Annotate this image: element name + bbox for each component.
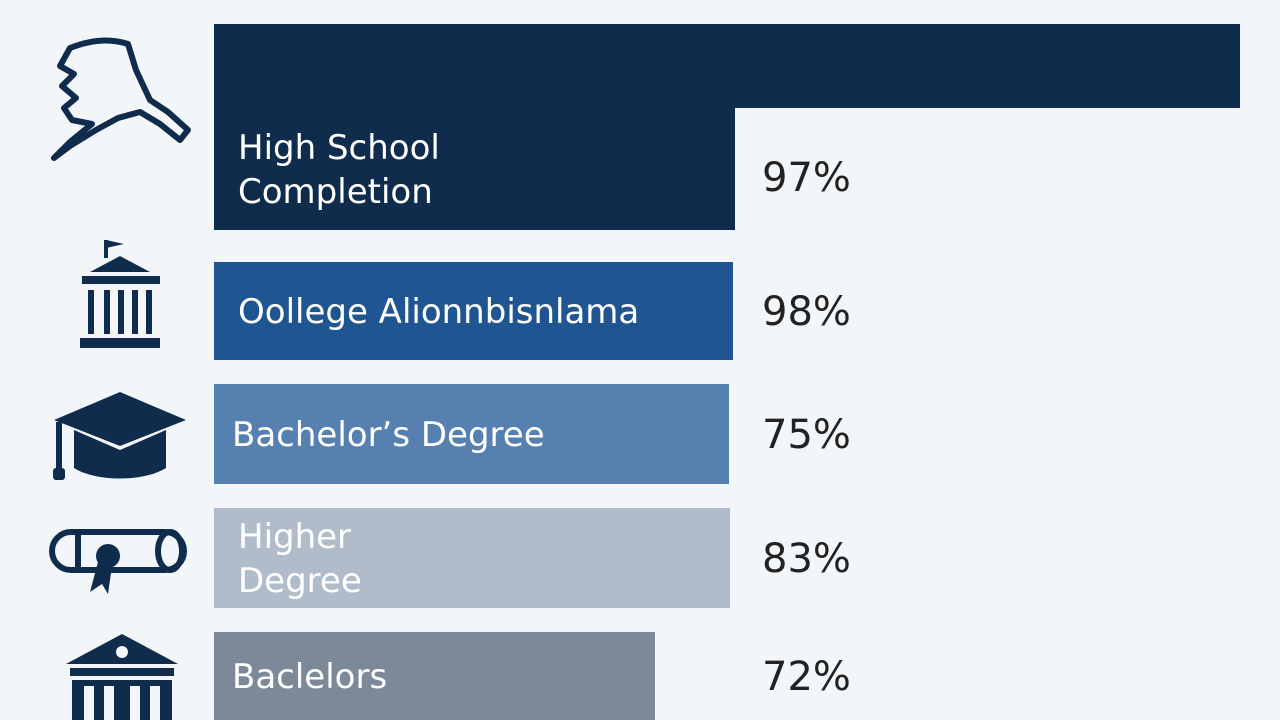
- bar-label-2: Bachelor’s Degree: [232, 415, 545, 455]
- bar-label-line: Degree: [238, 561, 362, 601]
- diploma-scroll-icon: [49, 529, 187, 594]
- graduation-cap-icon: [53, 392, 186, 480]
- bar-4: [214, 632, 655, 720]
- bars-layer: High School Completion 97% Oollege Alionnbi…: [214, 24, 1240, 720]
- capitol-building-icon: [80, 240, 160, 348]
- value-label-0: 97%: [762, 155, 851, 201]
- header-bar: [214, 24, 1240, 108]
- bar-label-line: Baclelors: [232, 657, 387, 697]
- bar-label-line: High School: [238, 128, 440, 168]
- value-label-3: 83%: [762, 536, 851, 582]
- bar-1: [214, 262, 733, 360]
- bar-label-line: Oollege Alionnbisnlama: [238, 292, 639, 332]
- value-label-1: 98%: [762, 289, 851, 335]
- bar-0: [214, 108, 735, 230]
- bar-label-line: Completion: [238, 172, 433, 212]
- bar-label-4: Baclelors: [232, 657, 387, 697]
- university-building-icon: [66, 634, 178, 720]
- bar-label-3: Higher Degree: [238, 517, 362, 601]
- value-label-2: 75%: [762, 412, 851, 458]
- alaska-map-icon: [51, 37, 191, 161]
- bar-label-1: Oollege Alionnbisnlama: [238, 292, 639, 332]
- bar-label-line: Higher: [238, 517, 351, 557]
- bar-label-line: Bachelor’s Degree: [232, 415, 545, 455]
- bar-2: [214, 384, 729, 484]
- value-label-4: 72%: [762, 654, 851, 700]
- bar-3: [214, 508, 730, 608]
- bar-label-0: High School Completion: [238, 128, 440, 212]
